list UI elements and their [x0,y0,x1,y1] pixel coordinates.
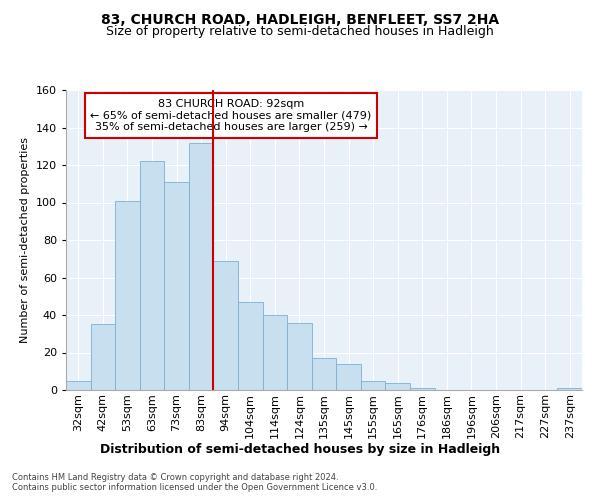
Y-axis label: Number of semi-detached properties: Number of semi-detached properties [20,137,30,343]
Bar [66,380,91,390]
Bar [189,142,214,390]
Text: Contains HM Land Registry data © Crown copyright and database right 2024.: Contains HM Land Registry data © Crown c… [12,472,338,482]
Bar [263,315,287,390]
Bar [557,388,582,390]
Bar [336,364,361,390]
Text: 83 CHURCH ROAD: 92sqm
← 65% of semi-detached houses are smaller (479)
35% of sem: 83 CHURCH ROAD: 92sqm ← 65% of semi-deta… [91,99,372,132]
Text: 83, CHURCH ROAD, HADLEIGH, BENFLEET, SS7 2HA: 83, CHURCH ROAD, HADLEIGH, BENFLEET, SS7… [101,12,499,26]
Bar [385,382,410,390]
Bar [115,200,140,390]
Bar [214,260,238,390]
Text: Contains public sector information licensed under the Open Government Licence v3: Contains public sector information licen… [12,484,377,492]
Text: Distribution of semi-detached houses by size in Hadleigh: Distribution of semi-detached houses by … [100,442,500,456]
Bar [238,302,263,390]
Bar [287,322,312,390]
Text: Size of property relative to semi-detached houses in Hadleigh: Size of property relative to semi-detach… [106,25,494,38]
Bar [361,380,385,390]
Bar [140,161,164,390]
Bar [410,388,434,390]
Bar [312,358,336,390]
Bar [91,324,115,390]
Bar [164,182,189,390]
